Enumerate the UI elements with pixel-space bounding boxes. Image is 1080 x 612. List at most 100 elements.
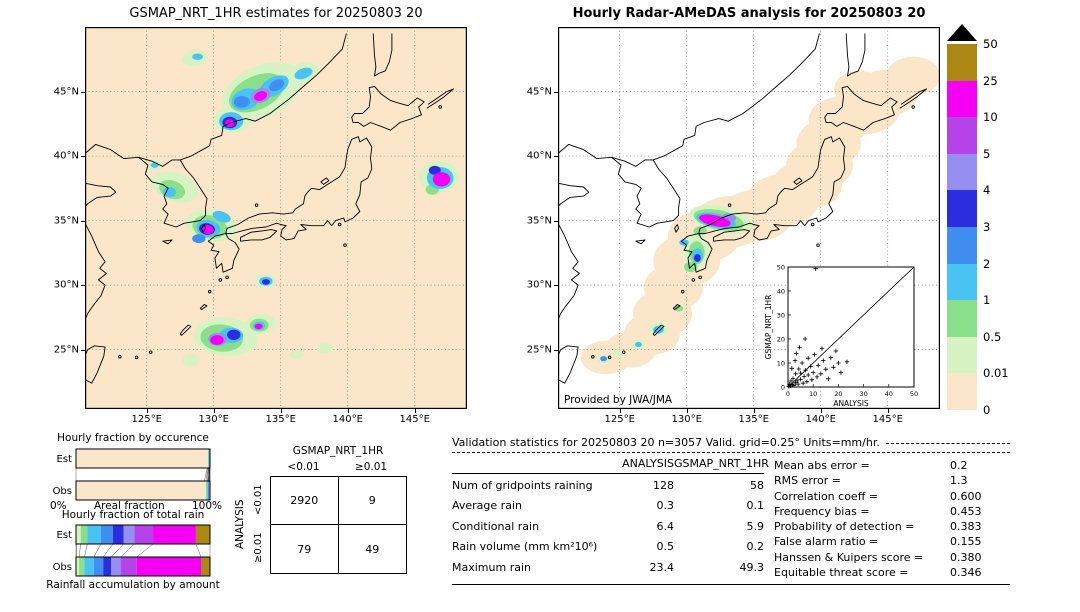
validation-analysis-value: 0.3 <box>656 499 675 512</box>
colorbar-tick-label: 0.5 <box>983 329 1002 344</box>
colorbar-tick-label: 3 <box>983 220 991 234</box>
radar-map-svg: Provided by JWA/JMA 0 10 20 30 40 50 0 10 20 30 40 5… <box>553 27 940 409</box>
bar-row-label: Obs <box>53 486 72 497</box>
score-value: 0.346 <box>950 566 982 580</box>
inset-y-tick-label: 40 <box>777 287 785 295</box>
areal-axis-label: Areal fraction <box>93 500 165 512</box>
stacked-bar: Est <box>57 448 211 469</box>
score-value: 0.155 <box>950 535 982 549</box>
contingency-row-group: ANALYSIS <box>234 499 246 549</box>
x-tick-mark <box>347 409 349 413</box>
score-line: False alarm ratio = 0.155 <box>774 534 1010 549</box>
colorbar-tick-label: 5 <box>983 146 991 161</box>
dashed-rule <box>885 443 1010 444</box>
contingency-column-group: GSMAP_NRT_1HR <box>292 445 384 457</box>
inset-scatter-plot: 0 10 20 30 40 50 0 10 20 30 40 50 ANALYSIS GSMAP_NRT_… <box>764 263 918 408</box>
validation-col-gsmap: GSMAP_NRT_1HR <box>674 457 769 470</box>
validation-table-row: Maximum rain 23.4 49.3 <box>452 556 764 577</box>
y-tick-label: 40°N <box>526 150 552 162</box>
colorbar-tick-label: 0.01 <box>983 366 1009 381</box>
inset-x-tick-label: 30 <box>859 390 867 398</box>
x-tick-label: 125°E <box>131 414 162 425</box>
areal-axis-100: 100% <box>191 500 222 512</box>
inset-x-tick-label: 50 <box>910 390 918 398</box>
bar-row-label: Obs <box>53 562 72 573</box>
colorbar-tick-label: 10 <box>983 110 998 125</box>
contingency-cell: 2920 <box>271 477 339 525</box>
y-tick-mark <box>554 220 558 222</box>
coastlines <box>80 33 455 384</box>
contingency-col-label-2: ≥0.01 <box>354 461 388 473</box>
contingency-row-label-2: ≥0.01 <box>253 532 264 564</box>
validation-row-label: Maximum rain <box>452 560 531 574</box>
x-tick-mark <box>280 409 282 413</box>
spacer <box>452 457 610 470</box>
colorbar-tick-label: 25 <box>983 73 998 88</box>
colorbar-tick-label: 1 <box>983 293 991 308</box>
y-tick-label: 45°N <box>53 86 79 97</box>
validation-analysis-value: 6.4 <box>656 519 675 533</box>
score-line: Equitable threat score = 0.346 <box>774 565 1010 580</box>
score-value: 0.453 <box>950 504 982 518</box>
x-tick-mark <box>213 409 215 413</box>
validation-row-label: Num of gridpoints raining <box>452 478 593 492</box>
y-tick-mark <box>554 91 558 93</box>
score-label: Equitable threat score = <box>774 566 909 580</box>
dashed-rule <box>452 452 1010 453</box>
bar-row-label: Est <box>57 454 73 465</box>
validation-scores-list: Mean abs error = 0.2 RMS error = 1.3 Correla… <box>774 457 1010 580</box>
inset-x-tick-label: 0 <box>786 390 790 398</box>
x-tick-mark <box>753 409 755 413</box>
y-tick-label: 30°N <box>526 279 552 291</box>
validation-title: Validation statistics for 20250803 20 n=… <box>452 436 880 449</box>
inset-y-tick-label: 30 <box>777 311 785 319</box>
totalrain-stacked-bars: Est Obs <box>53 524 211 577</box>
inset-y-tick-label: 20 <box>777 335 785 343</box>
y-tick-mark <box>554 349 558 351</box>
y-tick-label: 30°N <box>53 279 79 291</box>
validation-gsmap-value: 0.2 <box>746 540 765 553</box>
score-label: Hanssen & Kuipers score = <box>774 550 924 564</box>
x-tick-label: 145°E <box>872 414 903 425</box>
score-line: Frequency bias = 0.453 <box>774 504 1010 519</box>
score-label: Mean abs error = <box>774 459 870 472</box>
validation-gsmap-value: 5.9 <box>746 519 765 533</box>
score-line: Mean abs error = 0.2 <box>774 458 1010 473</box>
y-tick-mark <box>81 156 85 158</box>
contingency-cell: 9 <box>338 477 406 525</box>
bar-row-label: Est <box>57 530 73 541</box>
colorbar-block <box>947 80 977 118</box>
score-label: Frequency bias = <box>774 504 870 518</box>
validation-gsmap-value: 58 <box>750 478 764 492</box>
colorbar-block <box>947 373 977 410</box>
x-tick-mark <box>414 409 416 413</box>
x-tick-label: 140°E <box>332 414 363 425</box>
scatter-points <box>786 266 850 389</box>
colorbar-block <box>947 190 977 227</box>
score-value: 0.2 <box>950 459 968 472</box>
y-tick-label: 40°N <box>53 150 79 162</box>
gsmap-precip-map <box>80 27 467 409</box>
occurrence-chart-title: Hourly fraction by occurence <box>57 432 209 444</box>
y-tick-label: 35°N <box>53 215 79 227</box>
map-border <box>558 27 940 409</box>
y-tick-mark <box>81 220 85 222</box>
left-map-title: GSMAP_NRT_1HR estimates for 20250803 20 <box>129 6 423 21</box>
score-value: 0.600 <box>950 489 982 503</box>
validation-table-row: Average rain 0.3 0.1 <box>452 495 764 516</box>
diagonal-line <box>787 266 915 388</box>
inset-x-tick-label: 40 <box>885 390 893 398</box>
validation-row-label: Average rain <box>452 499 522 512</box>
score-value: 0.383 <box>950 520 982 534</box>
score-line: Hanssen & Kuipers score = 0.380 <box>774 550 1010 565</box>
radar-amedas-map: Provided by JWA/JMA 0 10 20 30 40 50 0 10 20 30 40 5… <box>553 27 940 409</box>
validation-analysis-value: 23.4 <box>649 560 675 574</box>
inset-y-tick-label: 50 <box>777 263 785 271</box>
validation-statistics-panel: Validation statistics for 20250803 20 n=… <box>452 436 1010 586</box>
score-value: 1.3 <box>950 474 968 488</box>
colorbar-block <box>947 153 977 191</box>
contingency-table: 2920 9 79 49 <box>270 476 407 574</box>
validation-table-row: Conditional rain 6.4 5.9 <box>452 515 764 536</box>
y-tick-mark <box>81 349 85 351</box>
x-tick-mark <box>686 409 688 413</box>
